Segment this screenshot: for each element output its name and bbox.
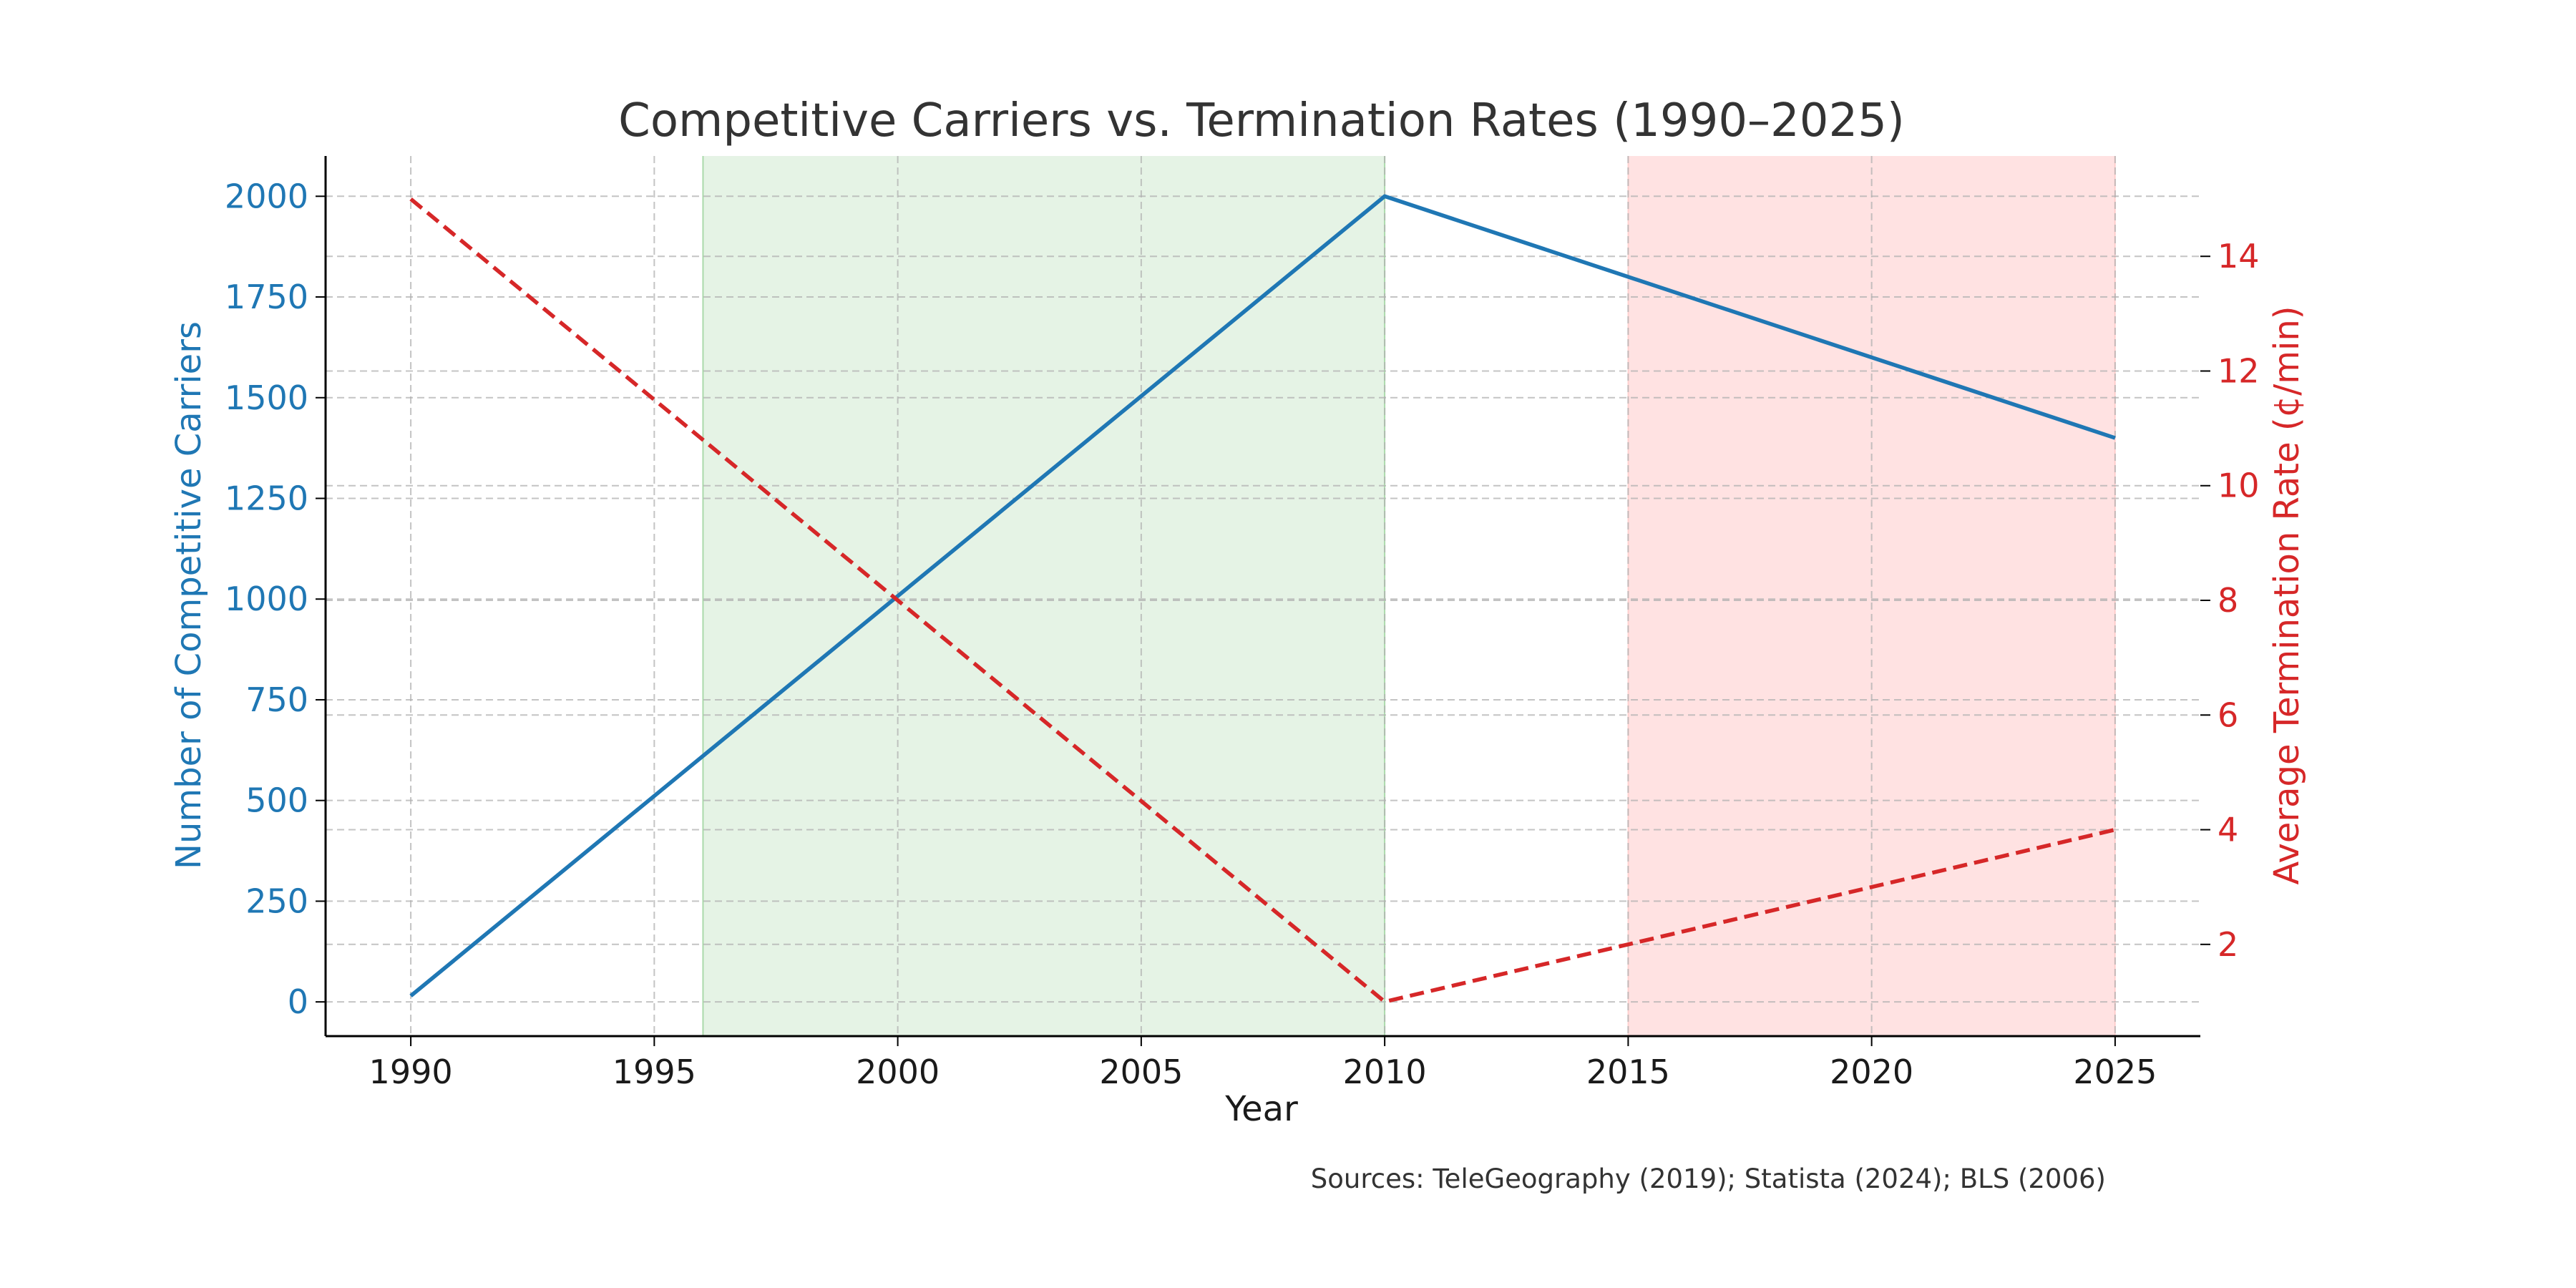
series-group xyxy=(409,194,2116,1004)
x-tick-label: 2020 xyxy=(1830,1053,1913,1091)
axes xyxy=(316,156,2210,1046)
y-right-tick-label: 8 xyxy=(2218,581,2238,620)
x-axis-label: Year xyxy=(1224,1089,1298,1129)
chart-title: Competitive Carriers vs. Termination Rat… xyxy=(618,94,1905,147)
y-left-tick-label: 1500 xyxy=(225,379,308,417)
source-note: Sources: TeleGeography (2019); Statista … xyxy=(1311,1163,2106,1194)
grid-lines xyxy=(326,156,2200,1036)
x-tick-label: 1990 xyxy=(369,1053,453,1091)
y-left-tick-label: 2000 xyxy=(225,177,308,215)
y-left-tick-label: 750 xyxy=(245,680,308,719)
x-tick-label: 2025 xyxy=(2073,1053,2157,1091)
x-tick-label: 2010 xyxy=(1343,1053,1427,1091)
y-left-tick-label: 1750 xyxy=(225,278,308,316)
x-tick-label: 1995 xyxy=(613,1053,696,1091)
y-right-tick-label: 12 xyxy=(2218,351,2260,390)
shaded-regions xyxy=(702,156,2116,1036)
y-right-tick-label: 14 xyxy=(2218,237,2260,275)
x-tick-label: 2000 xyxy=(856,1053,940,1091)
tick-labels: 1990 1995 2000 2005 2010 2015 2020 2025 0 250 500 7… xyxy=(225,177,2260,1091)
y-right-tick-label: 6 xyxy=(2218,696,2238,734)
x-tick-label: 2015 xyxy=(1586,1053,1670,1091)
x-tick-label: 2005 xyxy=(1099,1053,1183,1091)
y-right-tick-label: 2 xyxy=(2218,925,2238,964)
y-left-tick-label: 0 xyxy=(288,982,308,1021)
y-left-tick-label: 1250 xyxy=(225,479,308,517)
y-left-tick-label: 500 xyxy=(245,781,308,820)
series-line-1 xyxy=(409,197,2116,1004)
series-line-0 xyxy=(409,194,2116,997)
shaded-region-0 xyxy=(703,156,1385,1036)
y-right-tick-label: 4 xyxy=(2218,811,2238,849)
y-left-tick-label: 1000 xyxy=(225,580,308,618)
y-left-tick-label: 250 xyxy=(245,882,308,920)
y-right-tick-label: 10 xyxy=(2218,467,2260,505)
y-axis-right-label: Average Termination Rate (¢/min) xyxy=(2267,306,2307,884)
y-axis-left-label: Number of Competitive Carriers xyxy=(169,321,209,869)
